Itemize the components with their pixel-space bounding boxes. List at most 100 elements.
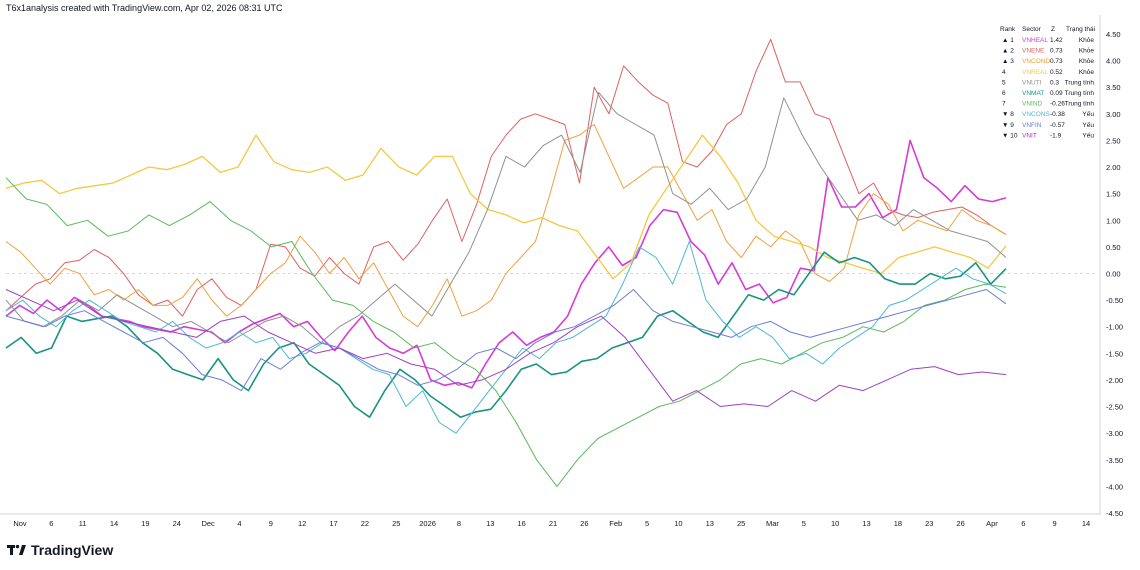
- y-tick-label: 1.50: [1106, 190, 1121, 199]
- y-tick-label: 2.50: [1106, 136, 1121, 145]
- y-tick-label: 0.50: [1106, 243, 1121, 252]
- x-tick-label: 13: [862, 519, 870, 528]
- legend-status: Yếu: [1082, 109, 1094, 118]
- x-tick-label: 13: [486, 519, 494, 528]
- legend-sector: VNUTI: [1022, 79, 1042, 86]
- x-tick-label: 11: [79, 519, 87, 528]
- x-tick-label: 9: [269, 519, 273, 528]
- tradingview-icon: [7, 544, 26, 555]
- x-tick-label: 14: [110, 519, 118, 528]
- legend-z: 0.73: [1050, 48, 1063, 55]
- legend-rank: 7: [1002, 101, 1006, 108]
- x-tick-label: 5: [645, 519, 649, 528]
- x-tick-label: 22: [361, 519, 369, 528]
- y-tick-label: -4.00: [1106, 482, 1123, 491]
- x-tick-label: 26: [580, 519, 588, 528]
- y-tick-label: -1.00: [1106, 323, 1123, 332]
- y-tick-label: -0.50: [1106, 296, 1123, 305]
- chart-header: T6x1analysis created with TradingView.co…: [6, 3, 283, 13]
- legend-status: Khỏe: [1079, 57, 1095, 65]
- legend-header: Sector: [1022, 26, 1042, 33]
- legend-rank: ▲ 2: [1002, 48, 1014, 55]
- x-tick-label: 10: [674, 519, 682, 528]
- legend-sector: VNMAT: [1022, 90, 1044, 97]
- legend-rank: ▼ 8: [1002, 111, 1014, 118]
- legend-sector: VNIT: [1022, 132, 1037, 139]
- x-tick-label: 25: [392, 519, 400, 528]
- series-line-vncond: [5, 124, 1007, 328]
- legend-z: -1.9: [1050, 132, 1062, 139]
- legend-rank: ▲ 1: [1002, 37, 1014, 44]
- tradingview-logo[interactable]: TradingView: [7, 542, 113, 558]
- x-tick-label: 26: [956, 519, 964, 528]
- y-tick-label: 2.00: [1106, 163, 1121, 172]
- y-tick-label: 3.00: [1106, 110, 1121, 119]
- series-line-vnheal: [5, 139, 1007, 389]
- legend-header: Z: [1051, 26, 1055, 33]
- legend-z: 0.09: [1050, 90, 1063, 97]
- series-line-vnit: [5, 289, 1007, 407]
- chart-canvas[interactable]: 4.50 4.00 3.50 3.00 2.50 2.00 1.50 1.00 0.50 0.00…: [0, 0, 1140, 540]
- x-tick-label: 4: [237, 519, 241, 528]
- x-tick-label: 19: [141, 519, 149, 528]
- x-tick-label: 24: [173, 519, 181, 528]
- x-tick-label: Mar: [766, 519, 779, 528]
- legend-status: Khỏe: [1079, 68, 1095, 76]
- x-tick-label: 21: [549, 519, 557, 528]
- series-line-vnuti: [5, 92, 1007, 344]
- legend-rank: 5: [1002, 79, 1006, 86]
- brand-name: TradingView: [31, 542, 114, 558]
- legend-header: Rank: [1000, 26, 1016, 33]
- legend-z: 0.52: [1050, 69, 1063, 76]
- x-tick-label: Dec: [201, 519, 215, 528]
- x-tick-label: 2026: [419, 519, 436, 528]
- x-tick-label: 6: [49, 519, 53, 528]
- x-tick-label: Feb: [609, 519, 622, 528]
- legend-table: Rank Sector Z Trạng thái ▲ 1 VNHEAL 1.42 Khỏe ▲ …: [1000, 26, 1095, 139]
- y-tick-label: 4.00: [1106, 57, 1121, 66]
- legend-status: Khỏe: [1079, 36, 1095, 44]
- legend-status: Khỏe: [1079, 47, 1095, 55]
- y-tick-label: -3.00: [1106, 429, 1123, 438]
- y-tick-label: -1.50: [1106, 349, 1123, 358]
- y-tick-label: -3.50: [1106, 456, 1123, 465]
- legend-z: -0.57: [1050, 122, 1065, 129]
- legend-status: Trung tính: [1065, 101, 1095, 108]
- x-tick-label: 13: [706, 519, 714, 528]
- legend-status: Trung tính: [1065, 90, 1095, 97]
- series-line-vnfin: [5, 289, 1007, 392]
- x-tick-label: 18: [894, 519, 902, 528]
- y-tick-label: 3.50: [1106, 83, 1121, 92]
- series-line-vnene: [5, 38, 1007, 317]
- x-tick-label: Nov: [13, 519, 27, 528]
- x-tick-label: 5: [802, 519, 806, 528]
- x-tick-label: 10: [831, 519, 839, 528]
- y-tick-label: 0.00: [1106, 269, 1121, 278]
- legend-z: -0.38: [1050, 111, 1065, 118]
- x-tick-label: 6: [1021, 519, 1025, 528]
- y-tick-label: -2.50: [1106, 403, 1123, 412]
- series-line-vnind: [5, 177, 1007, 487]
- legend-sector: VNHEAL: [1022, 37, 1048, 44]
- legend-z: -0.26: [1050, 101, 1065, 108]
- x-tick-label: 16: [517, 519, 525, 528]
- series-line-vnreal: [5, 134, 1007, 280]
- x-tick-label: 25: [737, 519, 745, 528]
- legend-header: Trạng thái: [1066, 26, 1095, 33]
- legend-sector: VNIND: [1022, 101, 1043, 108]
- legend-z: 1.42: [1050, 37, 1063, 44]
- legend-status: Trung tính: [1065, 79, 1095, 86]
- y-tick-label: -4.50: [1106, 509, 1123, 518]
- legend-rank: ▲ 3: [1002, 58, 1014, 65]
- legend-sector: VNCONS: [1022, 111, 1050, 118]
- legend-sector: VNREAL: [1022, 69, 1048, 76]
- legend-rank: 4: [1002, 69, 1006, 76]
- legend-z: 0.73: [1050, 58, 1063, 65]
- legend-status: Yếu: [1082, 130, 1094, 139]
- x-tick-label: 14: [1082, 519, 1090, 528]
- legend-z: 0.3: [1050, 79, 1059, 86]
- y-tick-label: 1.00: [1106, 216, 1121, 225]
- y-tick-label: 4.50: [1106, 30, 1121, 39]
- legend-sector: VNENE: [1022, 48, 1045, 55]
- legend-status: Yếu: [1082, 120, 1094, 129]
